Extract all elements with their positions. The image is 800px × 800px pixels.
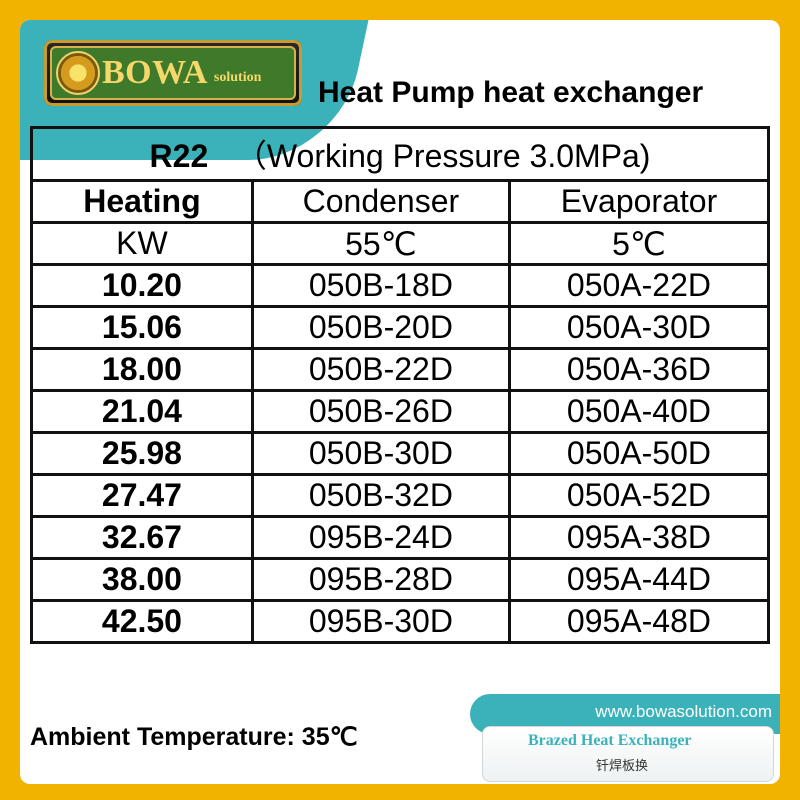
logo-suffix: solution [213,70,262,85]
spec-table: R22 （Working Pressure 3.0MPa) Heating Co… [30,126,771,644]
table-row: 42.50 095B-30D 095A-48D [30,599,771,644]
evaporator-model: 095A-38D [507,515,771,560]
pressure-note: （Working Pressure 3.0MPa) [234,138,651,174]
condenser-model: 050B-22D [250,347,511,392]
product-frame: BOWA solution Heat Pump heat exchanger R… [20,20,780,784]
table-row: 18.00 050B-22D 050A-36D [30,347,771,392]
table-row: 27.47 050B-32D 050A-52D [30,473,771,518]
refrigerant-label: R22 [149,138,209,174]
evaporator-model: 050A-40D [507,389,771,434]
unit-condenser: 55℃ [250,221,511,266]
bowa-logo: BOWA solution [44,40,302,106]
evaporator-model: 050A-50D [507,431,771,476]
website-url: www.bowasolution.com [595,702,772,721]
heating-value: 18.00 [30,347,254,392]
heating-value: 10.20 [30,263,254,308]
table-unit-row: KW 55℃ 5℃ [30,221,771,266]
unit-heating: KW [30,221,254,266]
table-row: 21.04 050B-26D 050A-40D [30,389,771,434]
table-row: 38.00 095B-28D 095A-44D [30,557,771,602]
logo-brand: BOWA [102,54,208,91]
table-header-row: Heating Condenser Evaporator [30,179,771,224]
evaporator-model: 050A-52D [507,473,771,518]
page-title: Heat Pump heat exchanger [318,76,704,109]
heating-value: 25.98 [30,431,254,476]
table-title-cell: R22 （Working Pressure 3.0MPa) [30,126,770,182]
evaporator-model: 050A-22D [507,263,771,308]
table-title-row: R22 （Working Pressure 3.0MPa) [30,126,770,182]
heating-value: 42.50 [30,599,254,644]
table-row: 10.20 050B-18D 050A-22D [30,263,771,308]
ambient-temperature: Ambient Temperature: 35℃ [30,723,358,751]
brand-card [482,726,774,782]
condenser-model: 050B-18D [250,263,511,308]
condenser-model: 050B-30D [250,431,511,476]
unit-evaporator: 5℃ [507,221,771,266]
condenser-model: 050B-20D [250,305,511,350]
brand-name-cn: 钎焊板换 [596,758,649,773]
header-heating: Heating [30,179,254,224]
logo-plate: BOWA solution [50,46,296,100]
evaporator-model: 095A-48D [507,599,771,644]
evaporator-model: 050A-36D [507,347,771,392]
heating-value: 15.06 [30,305,254,350]
heating-value: 38.00 [30,557,254,602]
brand-name-en: Brazed Heat Exchanger [528,732,692,749]
condenser-model: 095B-28D [250,557,511,602]
condenser-model: 095B-30D [250,599,511,644]
table-row: 15.06 050B-20D 050A-30D [30,305,771,350]
condenser-model: 050B-32D [250,473,511,518]
evaporator-model: 095A-44D [507,557,771,602]
heating-value: 32.67 [30,515,254,560]
header-condenser: Condenser [250,179,511,224]
condenser-model: 050B-26D [250,389,511,434]
condenser-model: 095B-24D [250,515,511,560]
evaporator-model: 050A-30D [507,305,771,350]
table-row: 32.67 095B-24D 095A-38D [30,515,771,560]
table-row: 25.98 050B-30D 050A-50D [30,431,771,476]
heating-value: 27.47 [30,473,254,518]
logo-emblem-icon [56,51,100,95]
heating-value: 21.04 [30,389,254,434]
header-evaporator: Evaporator [507,179,771,224]
